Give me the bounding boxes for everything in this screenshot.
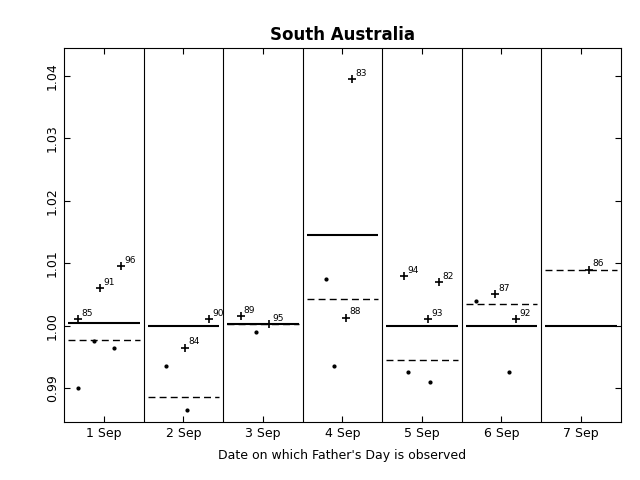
Text: 82: 82 [443,272,454,281]
Text: 96: 96 [124,256,136,265]
Text: 88: 88 [349,307,361,316]
Text: 95: 95 [273,313,284,323]
Title: South Australia: South Australia [270,25,415,44]
X-axis label: Date on which Father's Day is observed: Date on which Father's Day is observed [218,449,467,462]
Text: 86: 86 [592,259,604,268]
Text: 93: 93 [431,309,443,318]
Text: 91: 91 [103,278,115,287]
Text: 89: 89 [244,306,255,315]
Text: 94: 94 [408,265,419,275]
Text: 85: 85 [81,309,93,318]
Text: 84: 84 [188,337,200,346]
Text: 83: 83 [355,69,367,78]
Text: 87: 87 [499,284,510,293]
Text: 90: 90 [212,309,223,318]
Text: 92: 92 [519,309,531,318]
